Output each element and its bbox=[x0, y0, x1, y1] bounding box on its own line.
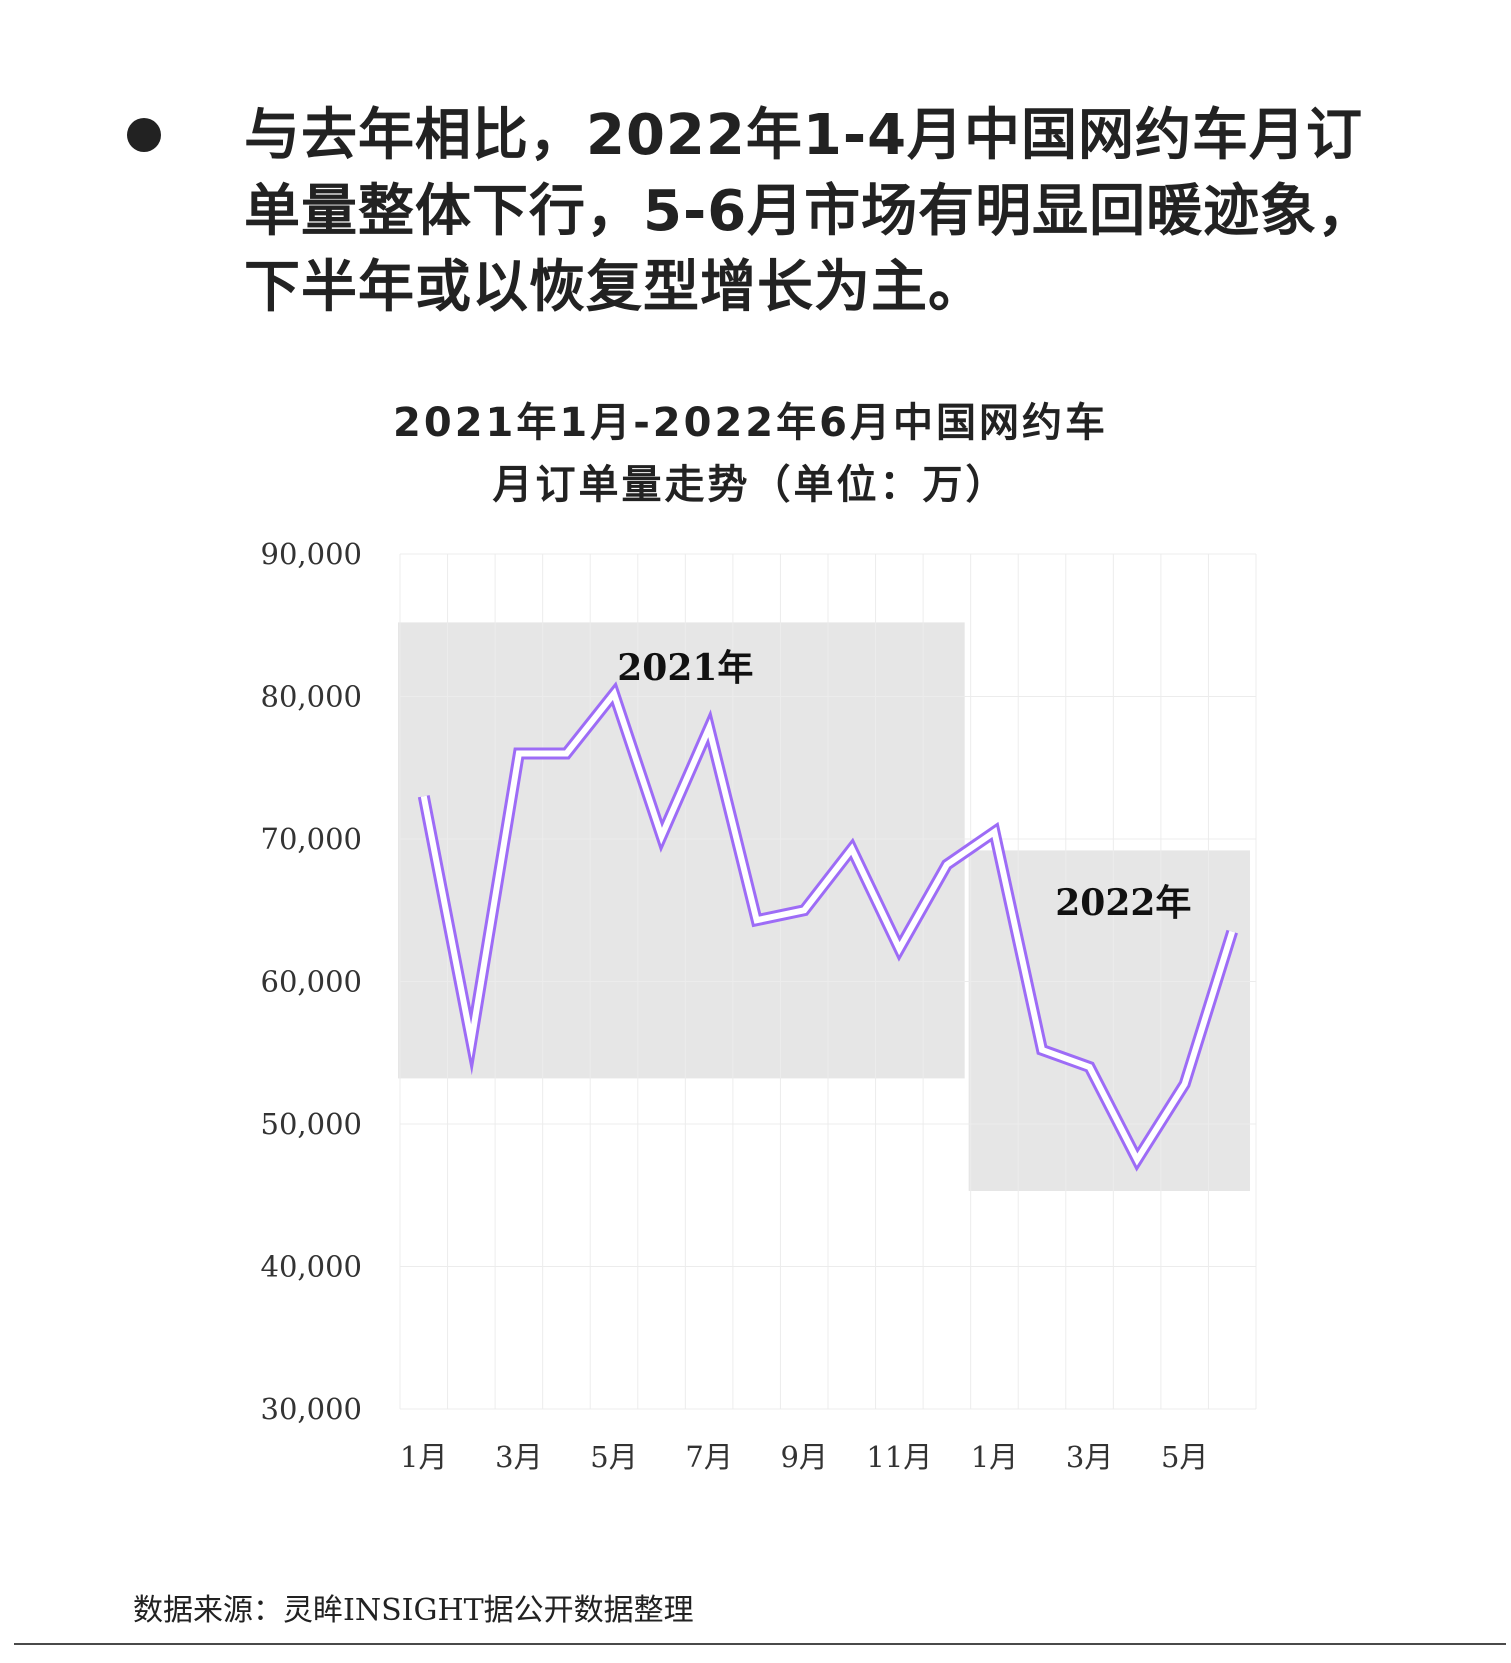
chart-title: 2021年1月-2022年6月中国网约车 月订单量走势（单位：万） bbox=[0, 392, 1511, 516]
y-tick-label: 60,000 bbox=[261, 965, 362, 999]
x-tick-label: 7月 bbox=[685, 1440, 732, 1474]
bullet-dot bbox=[127, 118, 161, 152]
y-tick-label: 90,000 bbox=[261, 537, 362, 571]
year-band-0 bbox=[398, 622, 965, 1079]
data-source-note: 数据来源：灵眸INSIGHT据公开数据整理 bbox=[133, 1593, 694, 1628]
data-points bbox=[423, 693, 1233, 1160]
y-tick-label: 70,000 bbox=[261, 822, 362, 856]
series-line-inner bbox=[420, 687, 1236, 1166]
x-tick-label: 1月 bbox=[400, 1440, 447, 1474]
bottom-divider bbox=[14, 1643, 1506, 1645]
headline: 与去年相比，2022年1-4月中国网约车月订单量整体下行，5-6月市场有明显回暖… bbox=[244, 103, 1375, 320]
y-tick-label: 80,000 bbox=[261, 680, 362, 714]
series-line bbox=[417, 681, 1238, 1172]
chart-title-line2: 月订单量走势（单位：万） bbox=[492, 462, 1009, 508]
year-band-label: 2021年 bbox=[617, 647, 753, 689]
chart-title-line1: 2021年1月-2022年6月中国网约车 bbox=[393, 400, 1108, 446]
y-tick-label: 30,000 bbox=[261, 1392, 362, 1426]
y-tick-label: 50,000 bbox=[261, 1107, 362, 1141]
x-tick-label: 9月 bbox=[780, 1440, 827, 1474]
year-bands bbox=[398, 622, 1250, 1191]
x-tick-label: 11月 bbox=[866, 1440, 932, 1474]
year-band-label: 2022年 bbox=[1055, 882, 1191, 924]
x-tick-label: 5月 bbox=[1161, 1440, 1208, 1474]
y-tick-label: 40,000 bbox=[261, 1250, 362, 1284]
x-tick-label: 1月 bbox=[971, 1440, 1018, 1474]
x-tick-label: 3月 bbox=[1066, 1440, 1113, 1474]
grid-lines bbox=[399, 553, 1257, 1410]
x-axis: 1月 3月 5月 7月 9月 11月 1月 3月 5月 bbox=[400, 1440, 1208, 1474]
y-axis: 30,000 40,000 50,000 60,000 70,000 80,000 90,0… bbox=[261, 537, 362, 1426]
x-tick-label: 5月 bbox=[590, 1440, 637, 1474]
x-tick-label: 3月 bbox=[495, 1440, 542, 1474]
